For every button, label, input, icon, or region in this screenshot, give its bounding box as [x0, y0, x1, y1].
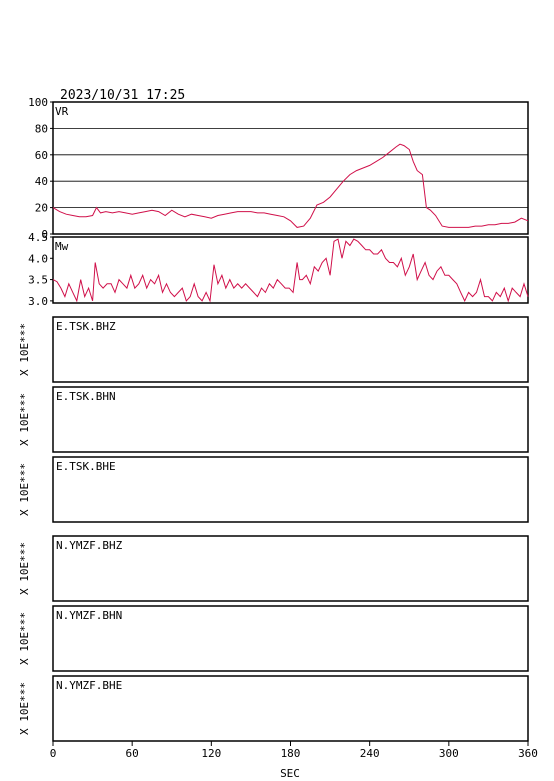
xtick-label: 60 [126, 747, 139, 760]
waveform-panel-ymzf-bhn: N.YMZF.BHN X 10E*** [18, 605, 529, 672]
x-tick-marks [52, 741, 529, 746]
ytick-label: 60 [35, 149, 48, 162]
vr-label: VR [55, 105, 69, 118]
ytick-label: 4.5 [28, 231, 48, 244]
trace-frame [52, 386, 529, 453]
x-axis-label: SEC [280, 767, 300, 780]
waveform-panel-tsk-bhn: E.TSK.BHN X 10E*** [18, 386, 529, 453]
mw-panel: Mw 4.5 4.0 3.5 3.0 [28, 231, 529, 308]
trace-label: N.YMZF.BHZ [56, 539, 123, 552]
trace-label: N.YMZF.BHN [56, 609, 122, 622]
xtick-label: 0 [50, 747, 57, 760]
trace-frame [52, 456, 529, 523]
xtick-label: 360 [518, 747, 538, 760]
vr-series-line [52, 143, 529, 228]
vr-panel: VR 100 80 60 40 20 0 [28, 96, 529, 241]
trace-frame [52, 535, 529, 602]
trace-label: E.TSK.BHE [56, 460, 116, 473]
vr-frame [52, 101, 529, 235]
xtick-label: 240 [360, 747, 380, 760]
trace-label: N.YMZF.BHE [56, 679, 122, 692]
trace-yunit: X 10E*** [18, 542, 31, 595]
timestamp: 2023/10/31 17:25 [60, 88, 185, 103]
xtick-label: 300 [439, 747, 459, 760]
ytick-label: 40 [35, 175, 48, 188]
trace-yunit: X 10E*** [18, 612, 31, 665]
trace-frame [52, 316, 529, 383]
mw-frame [52, 236, 529, 304]
trace-yunit: X 10E*** [18, 393, 31, 446]
waveform-panel-tsk-bhe: E.TSK.BHE X 10E*** [18, 456, 529, 523]
mw-series-line [52, 238, 529, 303]
trace-frame [52, 605, 529, 672]
mw-ytick-labels: 4.5 4.0 3.5 3.0 [28, 231, 53, 308]
x-axis: 0 60 120 180 240 300 360 SEC [50, 741, 538, 780]
ytick-label: 20 [35, 202, 48, 215]
ytick-label: 4.0 [28, 252, 48, 265]
waveform-panel-ymzf-bhz: N.YMZF.BHZ X 10E*** [18, 535, 529, 602]
x-tick-labels: 0 60 120 180 240 300 360 [50, 747, 538, 760]
vr-gridlines [53, 127, 528, 209]
trace-label: E.TSK.BHN [56, 390, 116, 403]
ytick-label: 80 [35, 122, 48, 135]
trace-label: E.TSK.BHZ [56, 320, 116, 333]
ytick-label: 3.0 [28, 295, 48, 308]
waveform-panel-ymzf-bhe: N.YMZF.BHE X 10E*** [18, 675, 529, 742]
ytick-label: 3.5 [28, 274, 48, 287]
xtick-label: 120 [201, 747, 221, 760]
trace-frame [52, 675, 529, 742]
mw-label: Mw [55, 240, 69, 253]
ytick-label: 100 [28, 96, 48, 109]
ytick-label: 0 [41, 228, 48, 241]
trace-yunit: X 10E*** [18, 682, 31, 735]
trace-yunit: X 10E*** [18, 463, 31, 516]
vr-ytick-labels: 100 80 60 40 20 0 [28, 96, 53, 241]
trace-yunit: X 10E*** [18, 323, 31, 376]
xtick-label: 180 [281, 747, 301, 760]
waveform-panel-tsk-bhz: E.TSK.BHZ X 10E*** [18, 316, 529, 383]
